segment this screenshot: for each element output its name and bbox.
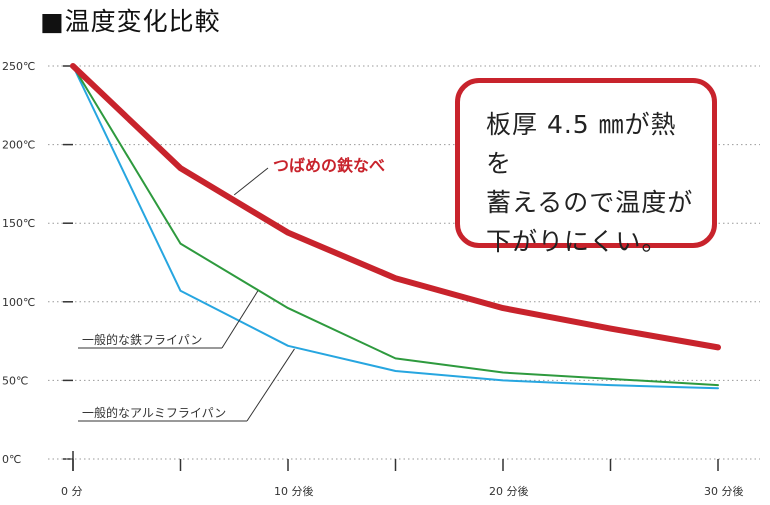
series-label-2: 一般的な鉄フライパン — [82, 332, 202, 347]
leader-line-series-2 — [221, 290, 259, 349]
chart-title: ■温度変化比較 — [40, 7, 221, 36]
y-tick-label: 250℃ — [2, 60, 35, 73]
y-tick-label: 0℃ — [2, 453, 21, 466]
annotation-text: 板厚 4.5 ㎜が熱を 蓄えるので温度が 下がりにくい。 — [486, 110, 694, 256]
annotation-callout: 板厚 4.5 ㎜が熱を 蓄えるので温度が 下がりにくい。 — [455, 78, 717, 256]
series-lines — [70, 63, 721, 390]
x-tick-label: 0 分 — [61, 485, 83, 498]
y-tick-label: 100℃ — [2, 296, 35, 309]
y-tick-label: 200℃ — [2, 139, 35, 152]
series-line-1 — [70, 63, 721, 351]
y-tick-label: 150℃ — [2, 217, 35, 230]
x-tick-label: 10 分後 — [274, 484, 314, 498]
series-label-1: つばめの鉄なべ — [273, 156, 385, 175]
series-label-3: 一般的なアルミフライパン — [82, 405, 226, 420]
grid-lines — [48, 65, 760, 381]
leader-line-series-1 — [233, 167, 269, 196]
axes — [48, 65, 760, 471]
x-tick-label: 30 分後 — [704, 484, 744, 498]
y-tick-label: 50℃ — [2, 374, 28, 387]
x-tick-label: 20 分後 — [489, 484, 529, 498]
series-line-2 — [72, 65, 719, 387]
series-line-3 — [72, 65, 719, 390]
leader-line-series-3 — [246, 348, 295, 422]
tick-labels: 0℃ 50℃ 100℃ 150℃ 200℃ 250℃ 0 分 10 分後 20 分後 30 分後 — [2, 60, 744, 498]
